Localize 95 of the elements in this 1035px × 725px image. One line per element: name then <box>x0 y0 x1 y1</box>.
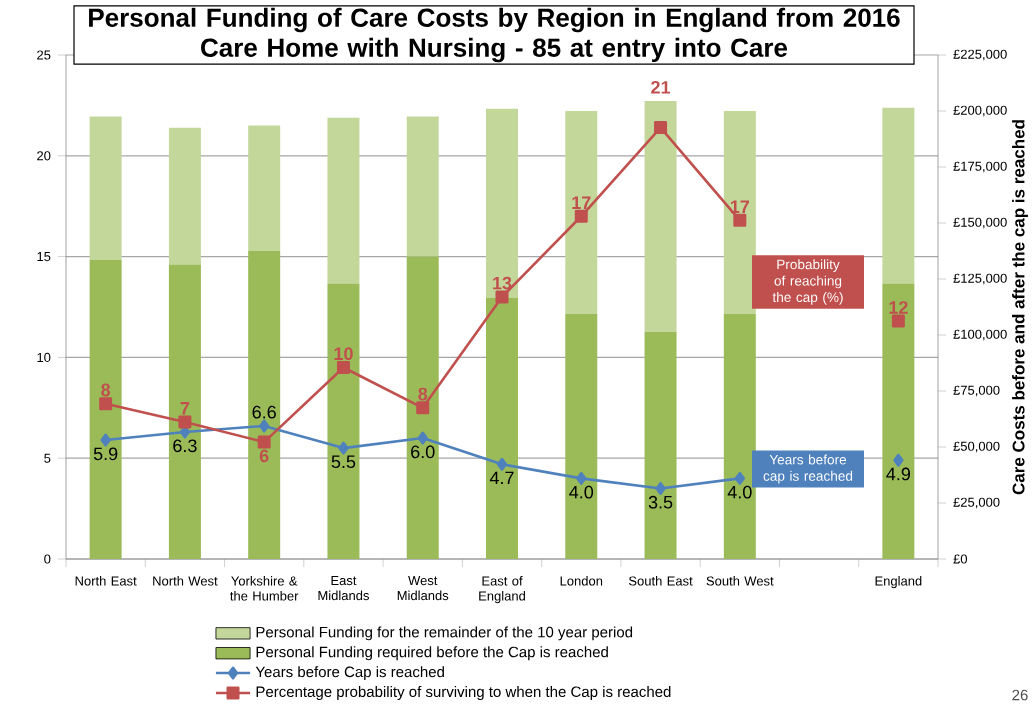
chart-subtitle: Care Home with Nursing - 85 at entry into Care <box>201 37 788 63</box>
point <box>99 397 113 411</box>
chart-title: Personal Funding of Care Costs by Region in England from 2016 <box>89 7 900 33</box>
data-label: 10 <box>334 347 353 361</box>
data-label: 5.9 <box>93 447 118 461</box>
point <box>416 401 430 415</box>
x-tick-label: South West <box>706 576 774 586</box>
point <box>574 209 588 223</box>
y2-tick-label: £225,000 <box>953 49 1007 61</box>
data-label: 8 <box>418 387 428 401</box>
bar <box>89 116 122 260</box>
x-tick-label: North West <box>153 576 218 586</box>
y-tick-label: 15 <box>37 252 51 262</box>
bar <box>327 117 360 284</box>
point <box>655 481 666 495</box>
y2-tick-label: £150,000 <box>953 217 1007 229</box>
data-label: 6.0 <box>411 445 435 459</box>
data-label: 13 <box>493 276 512 290</box>
bar <box>89 259 122 559</box>
point <box>734 471 746 485</box>
data-label: 5.5 <box>331 455 356 469</box>
x-tick-label: East of England <box>479 576 526 604</box>
bar <box>248 125 281 251</box>
x-tick-label: East Midlands <box>318 576 369 601</box>
bar <box>723 110 756 314</box>
data-label: 4.7 <box>489 471 514 485</box>
point <box>576 471 587 485</box>
bar <box>168 264 201 559</box>
x-tick-label: London <box>560 576 603 586</box>
bar <box>882 283 915 559</box>
data-label: 17 <box>730 200 750 213</box>
bar <box>565 110 598 314</box>
x-tick-label: South East <box>628 576 693 586</box>
y2-tick-label: £0 <box>953 554 968 564</box>
bar <box>168 127 201 265</box>
bar <box>882 107 915 284</box>
point <box>257 435 271 449</box>
point <box>336 360 350 374</box>
x-tick-label: West Midlands <box>397 576 449 601</box>
data-label: 4.0 <box>727 485 752 499</box>
y-tick-label: 5 <box>44 453 51 463</box>
legend-label: Personal Funding required before the Cap is reached <box>256 646 608 661</box>
data-label: 17 <box>572 196 591 209</box>
legend-label: Personal Funding for the remainder of the 10 year period <box>256 626 633 641</box>
y2-tick-label: £175,000 <box>953 161 1007 173</box>
bar <box>327 283 360 559</box>
y2-tick-label: £125,000 <box>953 273 1007 285</box>
bar <box>406 256 439 559</box>
x-tick-label: North East <box>75 576 137 586</box>
point <box>178 415 192 429</box>
point <box>893 453 904 467</box>
x-tick-label: Yorkshire & the Humber <box>230 576 299 601</box>
y2-tick-label: £75,000 <box>953 385 1000 397</box>
point <box>495 290 509 304</box>
annotation: Probability of reaching the cap (%) <box>772 259 843 305</box>
data-label: 4.0 <box>569 485 594 499</box>
data-label: 12 <box>889 301 908 314</box>
bar <box>644 100 677 332</box>
y-tick-label: 10 <box>37 352 51 362</box>
point <box>654 121 668 135</box>
data-label: 7 <box>180 402 190 415</box>
legend-label: Percentage probability of surviving to when the Cap is reached <box>256 686 671 700</box>
bar <box>723 313 756 559</box>
point <box>496 457 508 471</box>
bar <box>406 116 439 257</box>
y2-tick-label: £25,000 <box>953 497 1000 509</box>
y-tick-label: 0 <box>44 554 51 564</box>
bar <box>644 331 677 559</box>
y2-tick-label: £50,000 <box>953 441 1000 453</box>
data-label: 21 <box>651 80 671 94</box>
bar <box>565 313 598 559</box>
annotation: Years before cap is reached <box>763 454 853 484</box>
x-tick-label: England <box>875 576 922 589</box>
point <box>733 213 747 227</box>
data-label: 6 <box>259 449 269 463</box>
y2-axis-title: Care Costs before and after the cap is reached <box>1012 120 1028 495</box>
point <box>258 419 270 433</box>
legend-label: Years before Cap is reached <box>255 666 444 681</box>
bar <box>486 298 518 559</box>
point <box>891 314 905 328</box>
point <box>417 431 428 445</box>
data-label: 8 <box>101 383 111 397</box>
data-label: 3.5 <box>648 495 673 509</box>
y2-tick-label: £200,000 <box>953 105 1007 117</box>
y-tick-label: 20 <box>37 151 51 161</box>
data-label: 6.6 <box>252 405 276 419</box>
bar <box>486 108 518 299</box>
bar <box>248 251 281 559</box>
data-label: 6.3 <box>173 439 197 453</box>
y-tick-label: 25 <box>37 50 51 60</box>
point <box>100 433 111 447</box>
text: 26 <box>1012 689 1028 701</box>
data-label: 4.9 <box>886 467 911 481</box>
point <box>338 441 349 455</box>
y2-tick-label: £100,000 <box>953 329 1007 341</box>
